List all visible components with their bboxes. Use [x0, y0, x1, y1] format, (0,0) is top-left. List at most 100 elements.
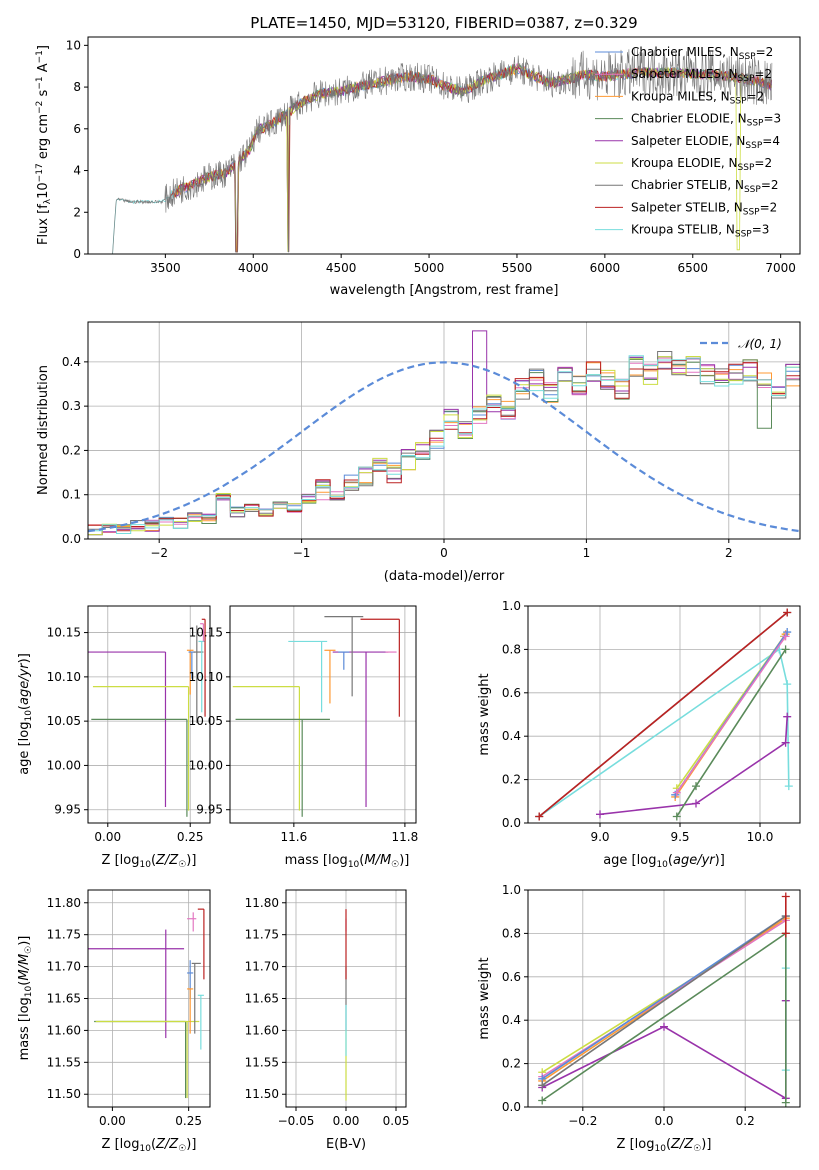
x-tick-label: 5500 — [502, 261, 533, 275]
series-point — [538, 1096, 547, 1105]
sub: 10 — [139, 1144, 151, 1154]
y-axis-label: Flux [fλ10−17 erg cm−2 s−1 A−1] — [35, 45, 53, 245]
y-tick-label: 11.80 — [245, 896, 279, 910]
series-point — [692, 782, 700, 791]
plot-area-mass-vs-ebv — [286, 890, 406, 1107]
y-tick-label: 11.50 — [47, 1087, 81, 1101]
legend-entry: 𝒩(0, 1) — [738, 337, 782, 351]
x-tick-label: 3500 — [150, 261, 181, 275]
x-tick-label: 11.6 — [280, 830, 307, 844]
series-line-salpeter-miles — [676, 635, 787, 794]
x-tick-label: 9.5 — [670, 830, 689, 844]
y-tick-label: 9.95 — [196, 803, 223, 817]
y-tick-label: 11.75 — [245, 928, 279, 942]
axes-frame — [229, 605, 417, 824]
y-tick-label: 11.65 — [47, 992, 81, 1006]
x-axis-label: Z [log10(Z/Z☉)] — [102, 1137, 197, 1154]
y-tick-label: 0.6 — [502, 970, 521, 984]
series-point — [783, 628, 792, 637]
y-tick-label: 11.55 — [47, 1055, 81, 1069]
txt: )] — [701, 1137, 711, 1152]
txt: age/yr — [673, 853, 716, 868]
x-tick-label: 5000 — [414, 261, 445, 275]
x-axis-label: (data-model)/error — [384, 569, 505, 584]
y-tick-label: 0.2 — [502, 773, 521, 787]
x-tick-label: 4000 — [238, 261, 269, 275]
y-tick-label: 10 — [66, 38, 81, 52]
txt: ( — [359, 853, 364, 868]
x-tick-label: 4500 — [326, 261, 357, 275]
figure-title: PLATE=1450, MJD=53120, FIBERID=0387, z=0… — [250, 14, 637, 32]
y-tick-label: 8 — [73, 80, 81, 94]
spectrum-line-chabrier-stelib — [112, 48, 773, 254]
txt: s — [36, 89, 51, 100]
sub: ☉ — [178, 860, 186, 870]
y-tick-label: 0.4 — [502, 1013, 521, 1027]
y-tick-label: 10.15 — [47, 626, 81, 640]
series-point — [535, 812, 544, 821]
legend-subscript: SSP — [747, 119, 764, 129]
sub: ☉ — [24, 946, 34, 954]
y-tick-label: 0.0 — [502, 1100, 521, 1114]
series-point — [783, 608, 792, 617]
sub: 10 — [24, 985, 34, 997]
y-tick-label: 0.0 — [502, 816, 521, 830]
legend-entry: Salpeter MILES, NSSP=2 — [631, 67, 772, 84]
histogram-salpeter-elodie — [88, 330, 800, 536]
series-line-salpeter-miles — [541, 919, 787, 1078]
panel-age-vs-mass: 11.6 11.8 9.95 10.00 10.05 10.10 10.15 mass [lo… — [189, 605, 419, 870]
plot-area-age-vs-Z — [88, 606, 210, 823]
axes-frame — [87, 321, 801, 540]
txt: )] — [186, 1137, 196, 1152]
x-tick-label: 7000 — [765, 261, 796, 275]
x-tick-label: 0.25 — [177, 830, 204, 844]
y-tick-label: 0.8 — [502, 926, 521, 940]
series-point — [672, 788, 681, 797]
txt: ( — [17, 705, 32, 710]
series-point — [692, 799, 700, 808]
x-axis-label: wavelength [Angstrom, rest frame] — [330, 283, 559, 298]
legend-subscript: SSP — [745, 141, 762, 151]
y-tick-label: 6 — [73, 122, 81, 136]
panel-age-vs-Z: 0.00 0.25 9.95 10.00 10.05 10.10 10.15 Z [log10… — [17, 605, 211, 870]
y-tick-label: 0.4 — [502, 729, 521, 743]
x-tick-label: −0.2 — [568, 1114, 597, 1128]
x-tick-label: 0 — [440, 546, 448, 560]
legend-n: =3 — [763, 112, 781, 126]
sub: 10 — [654, 1144, 666, 1154]
x-tick-label: 1 — [583, 546, 591, 560]
y-tick-label: 11.55 — [245, 1055, 279, 1069]
series-line-chabrier-miles — [541, 915, 787, 1080]
axes-frame — [527, 889, 801, 1108]
axes-frame — [87, 605, 211, 824]
series-point — [781, 892, 790, 901]
series-point — [781, 1098, 790, 1107]
txt: M/M — [17, 954, 32, 981]
txt: ( — [151, 1137, 156, 1152]
y-tick-label: 11.60 — [245, 1023, 279, 1037]
x-tick-label: 6500 — [677, 261, 708, 275]
x-tick-label: 0.05 — [383, 1114, 410, 1128]
axes-frame — [285, 889, 407, 1108]
axes-frame — [87, 889, 211, 1108]
legend-n: =4 — [762, 134, 780, 148]
txt: M/M — [364, 853, 391, 868]
txt: Z/Z — [670, 1137, 694, 1152]
histogram-salpeter-stelib — [88, 357, 800, 532]
series-line-kroupa-stelib — [538, 648, 790, 818]
x-tick-label: 0.00 — [333, 1114, 360, 1128]
txt: )] — [186, 853, 196, 868]
x-tick-label: 11.8 — [392, 830, 419, 844]
sup: −17 — [35, 163, 45, 182]
y-tick-label: 0.6 — [502, 686, 521, 700]
sub: 10 — [24, 710, 34, 722]
y-tick-label: 0.1 — [62, 488, 81, 502]
legend-n: =2 — [760, 200, 778, 214]
series-line-kroupa-miles — [541, 917, 787, 1082]
txt: age/yr — [17, 662, 32, 705]
y-tick-label: 10.05 — [47, 714, 81, 728]
x-tick-label: −1 — [293, 546, 311, 560]
x-axis-label: mass [log10(M/M☉)] — [285, 853, 410, 870]
x-tick-label: 0.00 — [94, 830, 121, 844]
